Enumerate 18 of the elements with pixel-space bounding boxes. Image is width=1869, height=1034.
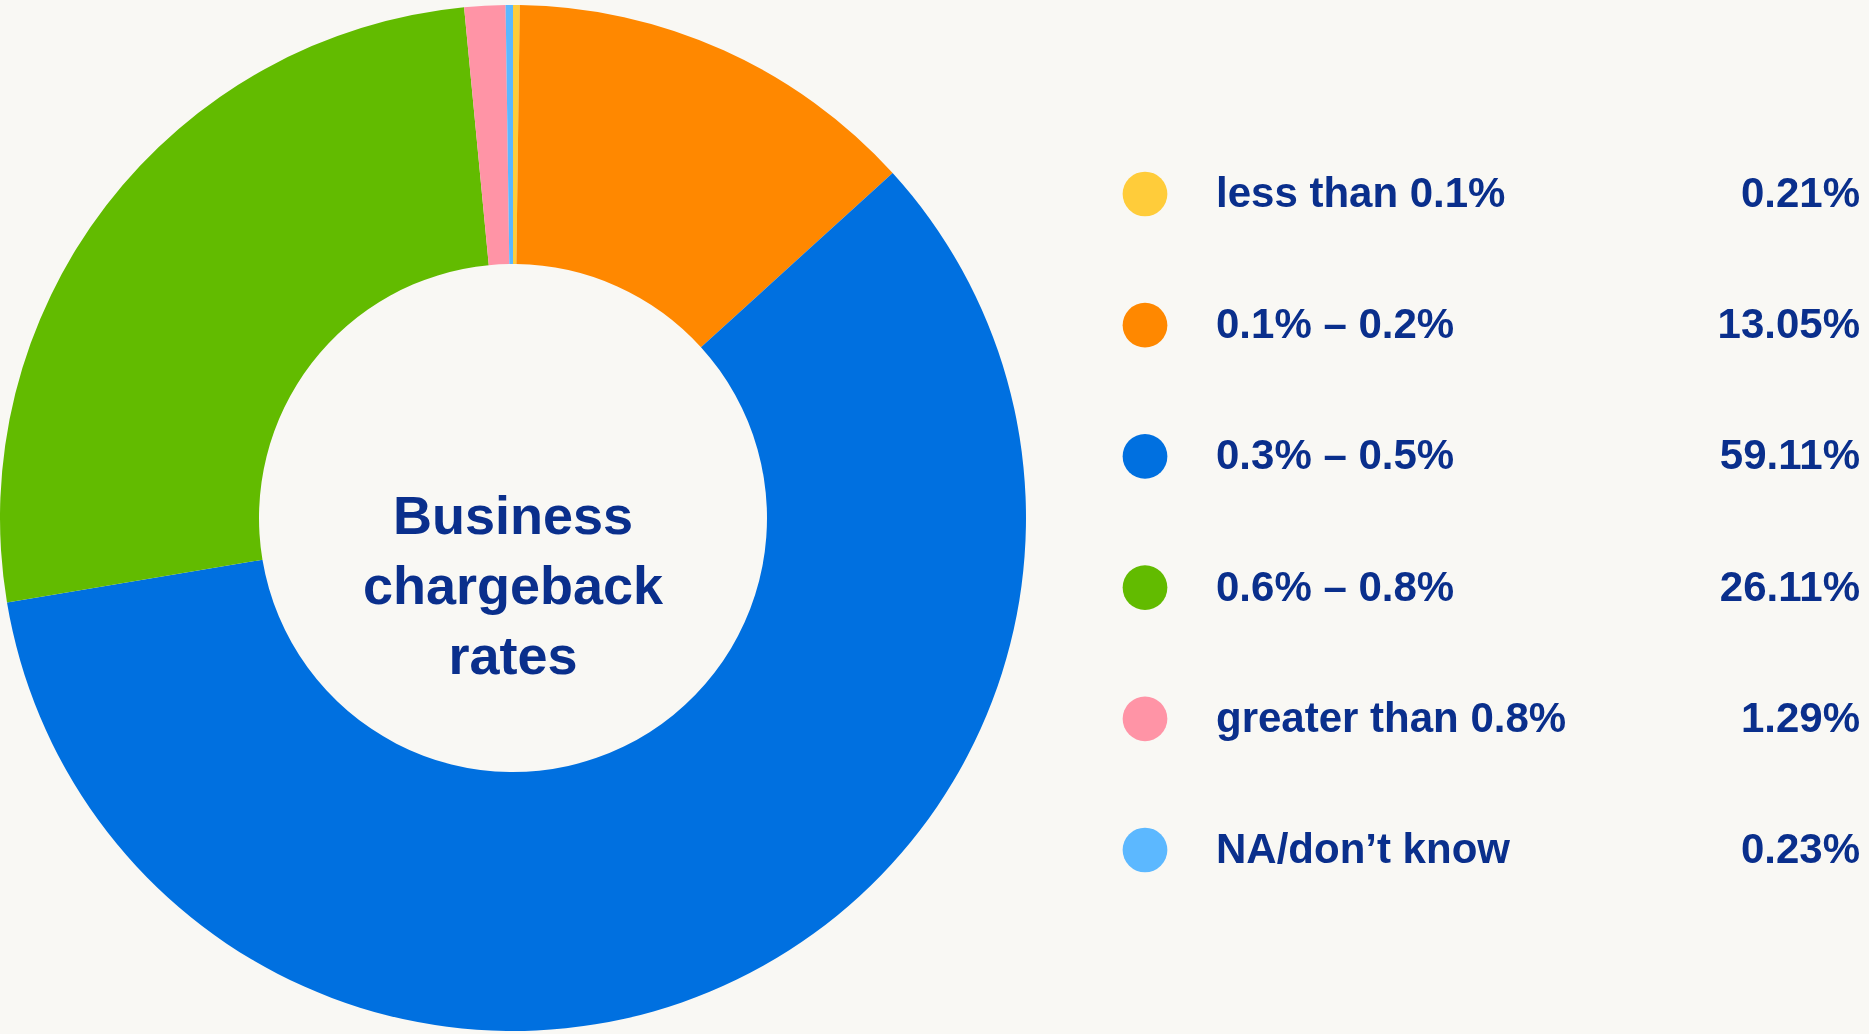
donut-slice bbox=[505, 5, 513, 265]
data-label: 1.29% bbox=[1740, 693, 1860, 741]
legend-label: 0.6% – 0.8% bbox=[1216, 562, 1455, 610]
donut-slice bbox=[464, 5, 510, 266]
data-label: 0.23% bbox=[1740, 825, 1860, 872]
text: Business chargeback rates bbox=[362, 485, 665, 685]
legend-label: 0.1% – 0.2% bbox=[1216, 300, 1455, 348]
legend-label: 0.3% – 0.5% bbox=[1216, 431, 1455, 479]
data-label: 59.11% bbox=[1719, 431, 1860, 479]
donut-slice bbox=[513, 5, 520, 265]
legend-label: greater than 0.8% bbox=[1216, 693, 1567, 741]
legend-label: NA/don’t know bbox=[1216, 825, 1511, 872]
data-label: 26.11% bbox=[1719, 562, 1860, 610]
donut-slice bbox=[6, 172, 1026, 1031]
donut-slice bbox=[516, 5, 893, 348]
legend-label: less than 0.1% bbox=[1216, 169, 1506, 216]
data-label: 13.05% bbox=[1717, 300, 1860, 348]
data-label: 0.21% bbox=[1740, 169, 1860, 216]
